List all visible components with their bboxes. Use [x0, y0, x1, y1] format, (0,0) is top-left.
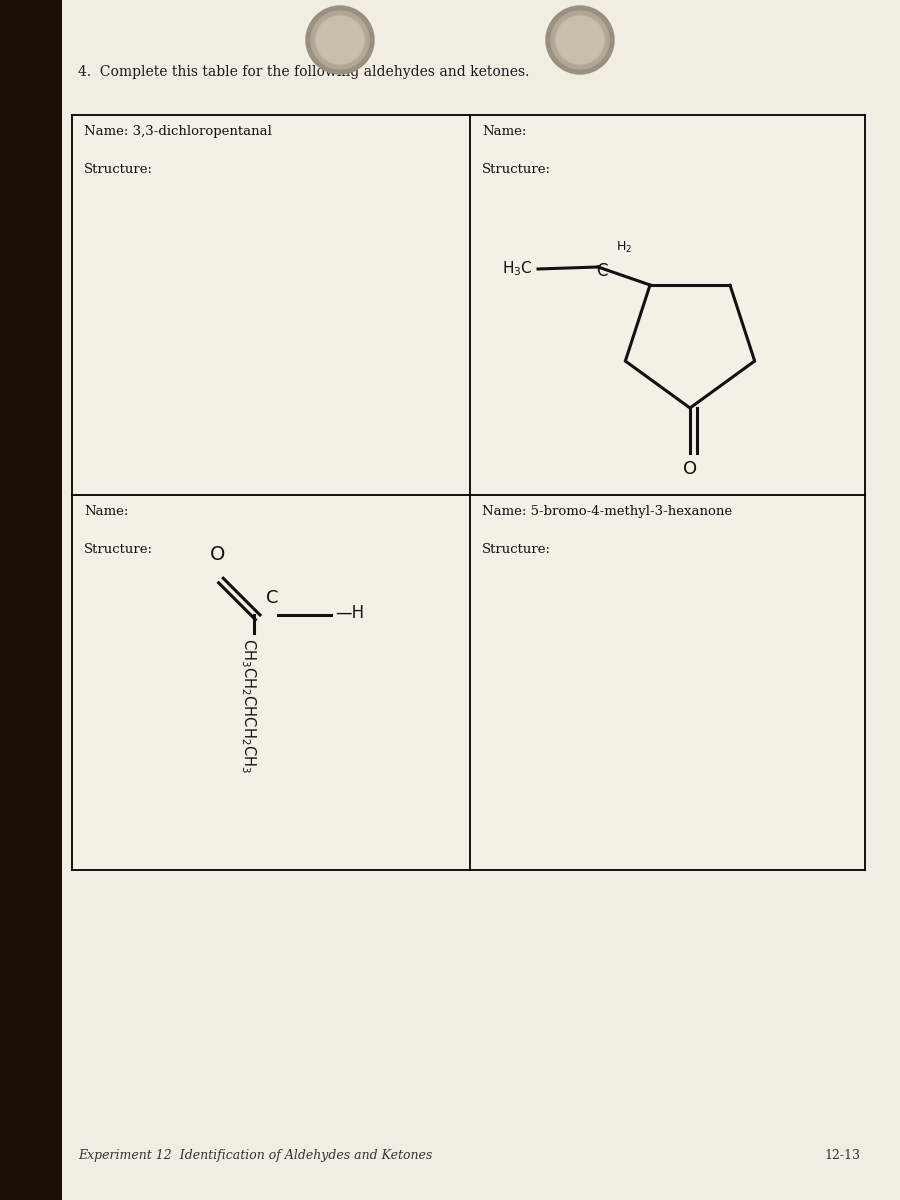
- Bar: [470, 115, 865, 494]
- Text: O: O: [683, 460, 698, 478]
- Text: 12-13: 12-13: [824, 1150, 860, 1162]
- Text: —H: —H: [335, 604, 365, 622]
- Text: Experiment 12  Identification of Aldehydes and Ketones: Experiment 12 Identification of Aldehyde…: [78, 1150, 432, 1162]
- Text: Structure:: Structure:: [482, 542, 551, 556]
- Text: Structure:: Structure:: [84, 163, 153, 176]
- Text: C: C: [266, 589, 278, 607]
- Circle shape: [556, 16, 604, 64]
- Text: Name:: Name:: [84, 505, 129, 518]
- Text: H$_3$C: H$_3$C: [502, 259, 533, 278]
- Text: 4.  Complete this table for the following aldehydes and ketones.: 4. Complete this table for the following…: [78, 65, 529, 79]
- Text: Structure:: Structure:: [482, 163, 551, 176]
- Bar: [72, 115, 470, 494]
- Bar: [72, 494, 470, 870]
- Text: C: C: [597, 262, 608, 280]
- Bar: [0, 0, 62, 1200]
- Circle shape: [306, 6, 374, 74]
- Text: Name: 5-bromo-4-methyl-3-hexanone: Name: 5-bromo-4-methyl-3-hexanone: [482, 505, 732, 518]
- Text: Structure:: Structure:: [84, 542, 153, 556]
- Text: CH$_3$CH$_2$CHCH$_2$CH$_3$: CH$_3$CH$_2$CHCH$_2$CH$_3$: [239, 638, 258, 773]
- Circle shape: [551, 11, 609, 68]
- Circle shape: [546, 6, 614, 74]
- Circle shape: [311, 11, 369, 68]
- Text: H$_2$: H$_2$: [616, 240, 632, 254]
- Text: O: O: [210, 545, 225, 564]
- Text: Name:: Name:: [482, 125, 526, 138]
- Text: Name: 3,3-dichloropentanal: Name: 3,3-dichloropentanal: [84, 125, 272, 138]
- Bar: [470, 494, 865, 870]
- Circle shape: [316, 16, 364, 64]
